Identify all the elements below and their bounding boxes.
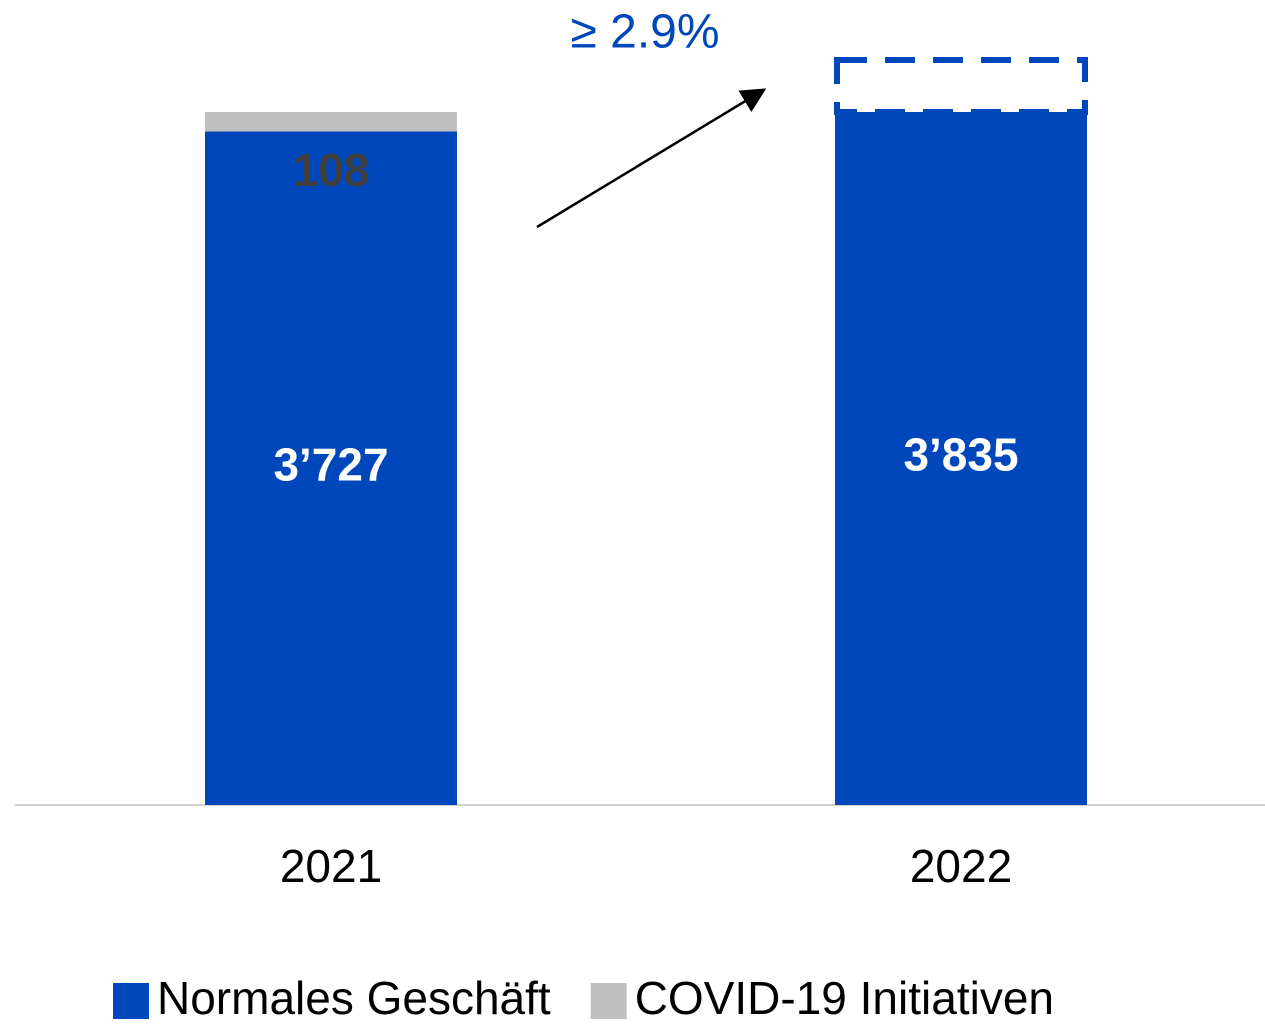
- legend-label: Normales Geschäft: [157, 972, 551, 1024]
- value-label: 3’835: [903, 429, 1018, 481]
- x-tick-label: 2021: [280, 840, 382, 892]
- target-box: [834, 57, 1088, 115]
- value-label: 3’727: [273, 438, 388, 490]
- legend-swatch: [590, 983, 627, 1019]
- bar-segment: [835, 112, 1087, 805]
- legend-label: COVID-19 Initiativen: [635, 972, 1054, 1024]
- value-label: 108: [293, 144, 370, 196]
- annotation: ≥ 2.9%: [570, 6, 719, 59]
- growth-arrow: [536, 88, 767, 229]
- x-tick-label: 2022: [910, 840, 1012, 892]
- bar-segment: [205, 131, 457, 805]
- legend-swatch: [113, 983, 149, 1019]
- bar-segment: [205, 112, 457, 132]
